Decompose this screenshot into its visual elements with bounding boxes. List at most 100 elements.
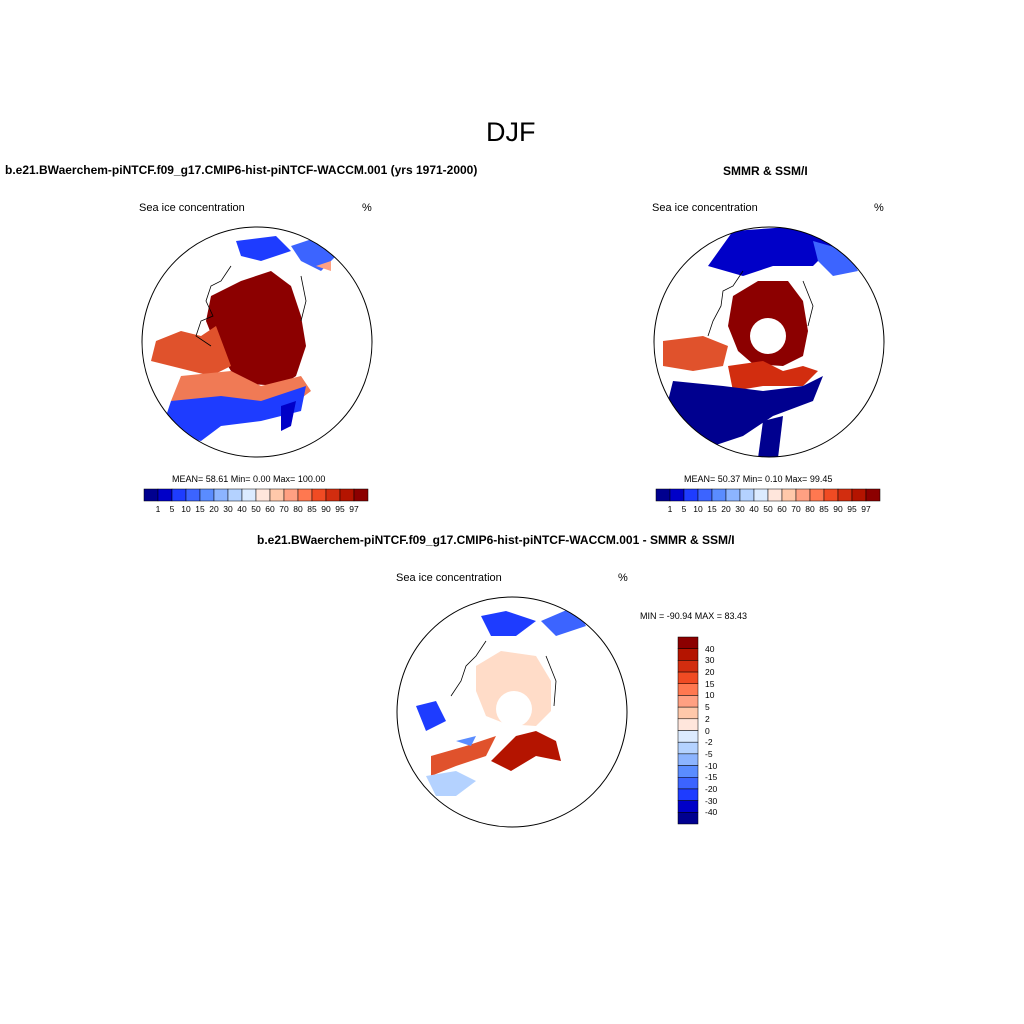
colorbar-swatch <box>677 706 699 720</box>
colorbar-swatch <box>677 695 699 708</box>
diff-polar-map <box>396 596 628 828</box>
colorbar-tick-label: 85 <box>307 504 317 514</box>
colorbar-tick-label: 30 <box>735 504 745 514</box>
colorbar-swatch <box>865 488 881 502</box>
colorbar-swatch <box>185 488 201 502</box>
colorbar-swatch <box>339 488 355 502</box>
colorbar-tick-label: -10 <box>705 760 718 771</box>
colorbar-tick-label: 10 <box>181 504 191 514</box>
diff-units-label: % <box>618 572 628 584</box>
colorbar-swatch <box>677 730 699 743</box>
left-polar-map <box>141 226 373 458</box>
colorbar-tick-label: 70 <box>279 504 289 514</box>
colorbar-tick-label: 15 <box>705 678 715 689</box>
colorbar-swatch <box>767 488 783 502</box>
right-stats: MEAN= 50.37 Min= 0.10 Max= 99.45 <box>684 474 833 484</box>
colorbar-tick-label: 80 <box>805 504 815 514</box>
left-panel-header: b.e21.BWaerchem-piNTCF.f09_g17.CMIP6-his… <box>5 163 478 177</box>
colorbar-swatch <box>677 777 699 790</box>
colorbar-tick-label: 2 <box>705 713 710 724</box>
diff-colorbar <box>677 636 699 825</box>
diff-colorbar-labels: 40 30 20 15 10 5 2 0 -2 -5 -10 -15 -20 -30 -40 <box>701 637 731 824</box>
colorbar-swatch <box>753 488 769 502</box>
colorbar-swatch <box>655 488 671 502</box>
colorbar-swatch <box>837 488 853 502</box>
colorbar-swatch <box>711 488 727 502</box>
colorbar-tick-label: 5 <box>169 504 175 514</box>
colorbar-swatch <box>297 488 313 502</box>
right-pole-hole <box>750 318 786 354</box>
colorbar-tick-label: 70 <box>791 504 801 514</box>
colorbar-tick-label: 95 <box>847 504 857 514</box>
colorbar-tick-label: 95 <box>335 504 345 514</box>
colorbar-tick-label: 10 <box>705 690 715 701</box>
colorbar-tick-label: 97 <box>861 504 871 514</box>
colorbar-tick-label: 60 <box>777 504 787 514</box>
colorbar-swatch <box>227 488 243 502</box>
colorbar-swatch <box>255 488 271 502</box>
diff-variable-label: Sea ice concentration <box>396 572 502 584</box>
colorbar-swatch <box>325 488 341 502</box>
colorbar-swatch <box>677 753 699 766</box>
colorbar-swatch <box>311 488 327 502</box>
right-colorbar <box>655 488 881 502</box>
diff-pole-hole <box>496 691 532 727</box>
colorbar-swatch <box>677 812 699 825</box>
colorbar-swatch <box>269 488 285 502</box>
colorbar-swatch <box>677 636 699 649</box>
left-colorbar <box>143 488 369 502</box>
left-colorbar-labels: 1 5 10 15 20 30 40 50 60 70 80 85 90 95 97 <box>144 504 368 516</box>
colorbar-tick-label: -40 <box>705 807 718 818</box>
right-variable-label: Sea ice concentration <box>652 202 758 214</box>
colorbar-swatch <box>677 648 699 661</box>
left-stats: MEAN= 58.61 Min= 0.00 Max= 100.00 <box>172 474 326 484</box>
colorbar-tick-label: 1 <box>155 504 161 514</box>
colorbar-tick-label: 85 <box>819 504 829 514</box>
colorbar-swatch <box>809 488 825 502</box>
colorbar-swatch <box>669 488 685 502</box>
colorbar-tick-label: 5 <box>705 702 710 713</box>
colorbar-tick-label: 40 <box>237 504 247 514</box>
colorbar-swatch <box>677 718 699 731</box>
colorbar-tick-label: 30 <box>705 655 715 666</box>
colorbar-swatch <box>683 488 699 502</box>
colorbar-swatch <box>677 683 699 696</box>
colorbar-swatch <box>157 488 173 502</box>
colorbar-swatch <box>677 788 699 801</box>
colorbar-tick-label: 0 <box>705 725 710 736</box>
left-central-ice <box>206 271 306 386</box>
colorbar-tick-label: 20 <box>209 504 219 514</box>
colorbar-tick-label: -30 <box>705 795 718 806</box>
colorbar-tick-label: 97 <box>349 504 359 514</box>
colorbar-tick-label: 90 <box>321 504 331 514</box>
figure-title: DJF <box>486 117 536 147</box>
colorbar-tick-label: -15 <box>705 772 718 783</box>
colorbar-swatch <box>725 488 741 502</box>
colorbar-tick-label: 90 <box>833 504 843 514</box>
colorbar-swatch <box>677 671 699 684</box>
colorbar-tick-label: 50 <box>251 504 261 514</box>
right-units-label: % <box>874 202 884 214</box>
colorbar-tick-label: 15 <box>195 504 205 514</box>
right-colorbar-labels: 1 5 10 15 20 30 40 50 60 70 80 85 90 95 97 <box>656 504 880 516</box>
colorbar-tick-label: 5 <box>681 504 687 514</box>
colorbar-swatch <box>739 488 755 502</box>
colorbar-tick-label: 40 <box>705 643 715 654</box>
colorbar-tick-label: 50 <box>763 504 773 514</box>
colorbar-tick-label: 15 <box>707 504 717 514</box>
colorbar-tick-label: 80 <box>293 504 303 514</box>
colorbar-swatch <box>677 741 699 755</box>
diff-stats: MIN = -90.94 MAX = 83.43 <box>640 611 748 621</box>
colorbar-tick-label: -2 <box>705 737 713 748</box>
colorbar-swatch <box>143 488 159 502</box>
colorbar-tick-label: 20 <box>705 667 715 678</box>
left-variable-label: Sea ice concentration <box>139 202 245 214</box>
colorbar-swatch <box>677 765 699 778</box>
colorbar-tick-label: -5 <box>705 748 713 759</box>
left-units-label: % <box>362 202 372 214</box>
colorbar-swatch <box>851 488 867 502</box>
right-panel-header: SMMR & SSM/I <box>723 164 808 178</box>
colorbar-swatch <box>283 488 299 502</box>
colorbar-swatch <box>677 800 699 813</box>
colorbar-tick-label: 1 <box>667 504 673 514</box>
